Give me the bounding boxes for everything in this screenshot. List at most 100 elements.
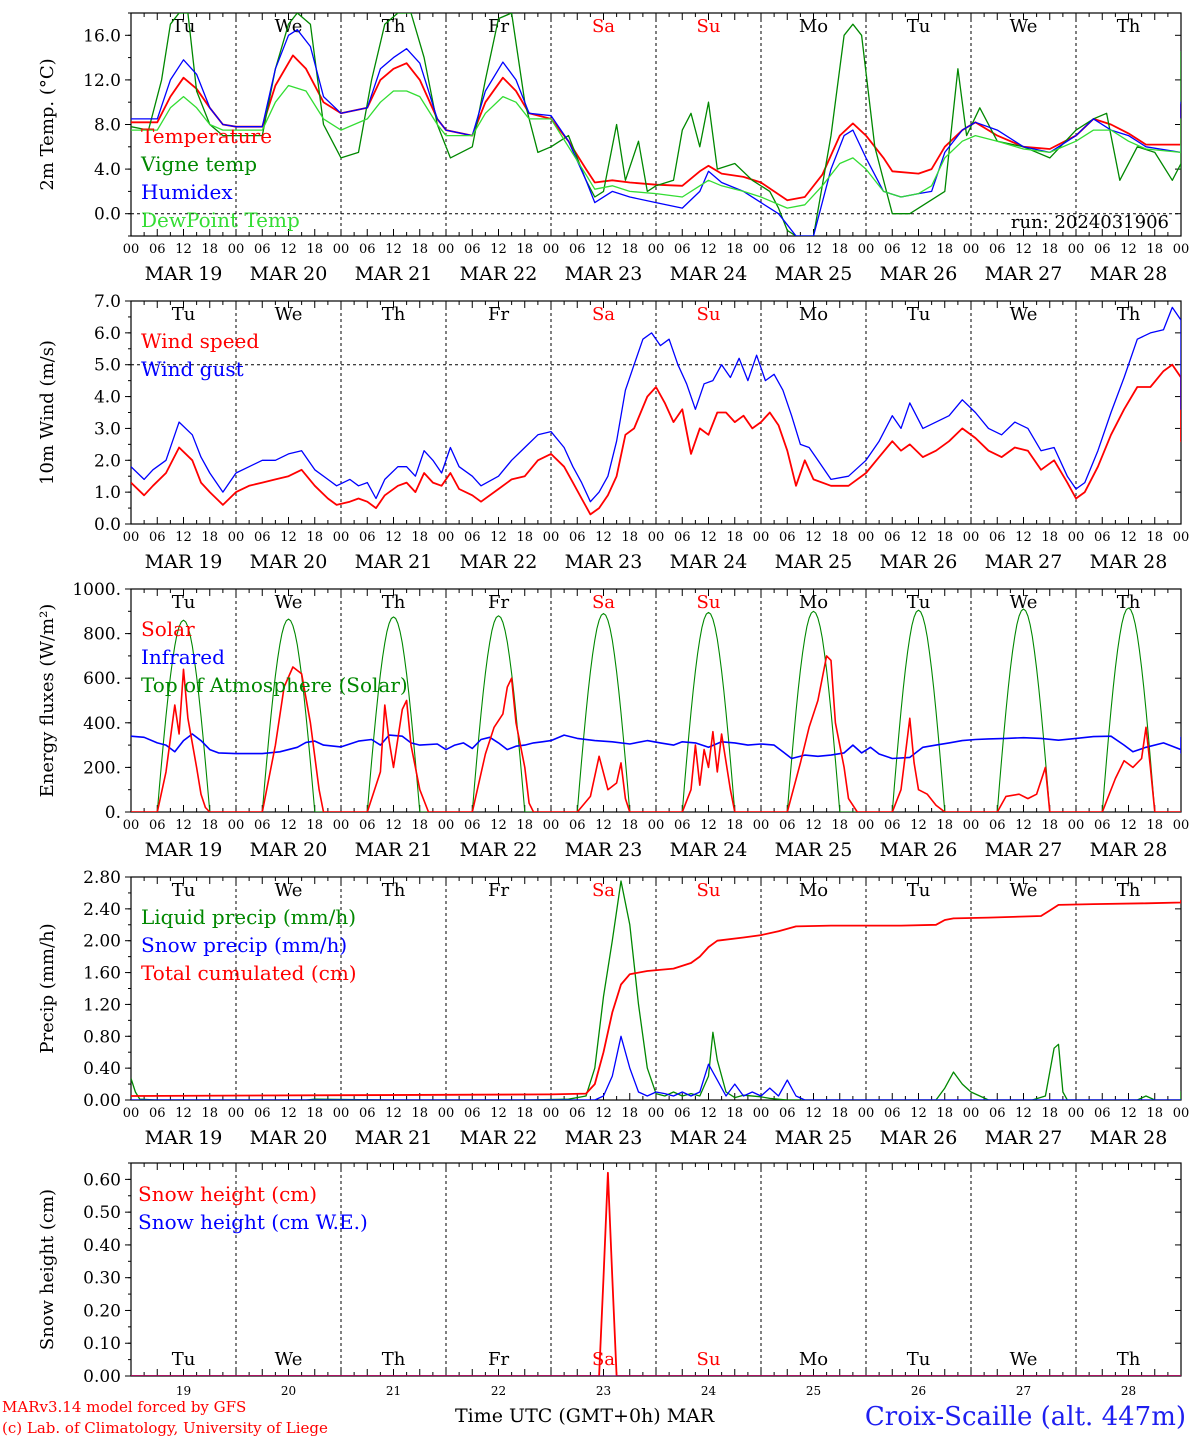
hour-tick-label: 12	[490, 242, 507, 257]
hour-tick-label: 18	[306, 242, 323, 257]
legend-entry: Vigne temp	[140, 152, 257, 176]
hour-tick-label: 12	[700, 818, 717, 833]
legend-entry: Snow height (cm)	[138, 1182, 317, 1206]
date-label: MAR 27	[985, 263, 1063, 285]
hour-tick-label: 12	[910, 1106, 927, 1121]
hour-tick-label: 18	[201, 818, 218, 833]
date-label: MAR 28	[1090, 551, 1168, 573]
y-tick-label: 1.60	[83, 964, 121, 984]
hour-tick-label: 00	[438, 1106, 455, 1121]
date-label: MAR 24	[670, 839, 748, 861]
date-label: MAR 21	[355, 551, 433, 573]
hour-tick-label: 00	[753, 818, 770, 833]
hour-tick-label: 06	[569, 1106, 586, 1121]
hour-tick-label: 00	[1173, 530, 1190, 545]
series-snow-precip-mm-h	[131, 1035, 1181, 1100]
hour-tick-label: 00	[228, 242, 245, 257]
hour-tick-label: 12	[700, 242, 717, 257]
y-tick-label: 0.0	[94, 515, 121, 535]
day-name-label: Th	[1117, 304, 1141, 325]
hour-tick-label: 06	[359, 818, 376, 833]
y-axis-label: Snow height (cm)	[37, 1189, 58, 1350]
hour-tick-label: 00	[963, 818, 980, 833]
date-label: MAR 27	[985, 551, 1063, 573]
y-tick-label: 0.60	[83, 1170, 121, 1190]
y-tick-label: 6.0	[94, 324, 121, 344]
legend-entry: Solar	[141, 617, 195, 641]
day-number-label: 21	[386, 1384, 401, 1398]
day-number-label: 25	[806, 1384, 821, 1398]
hour-tick-label: 00	[438, 242, 455, 257]
date-label: MAR 22	[460, 839, 538, 861]
hour-tick-label: 06	[569, 818, 586, 833]
hour-tick-label: 18	[936, 530, 953, 545]
y-tick-label: 0.50	[83, 1203, 121, 1223]
legend-entry: Wind speed	[141, 329, 259, 353]
day-name-label: Mo	[799, 880, 828, 901]
hour-tick-label: 12	[385, 1106, 402, 1121]
hour-tick-label: 00	[858, 242, 875, 257]
hour-tick-label: 18	[411, 242, 428, 257]
date-label: MAR 20	[250, 263, 328, 285]
y-tick-label: 12.0	[83, 71, 121, 91]
hour-tick-label: 00	[333, 530, 350, 545]
hour-tick-label: 06	[1094, 1106, 1111, 1121]
run-annotation: run: 2024031906	[1011, 212, 1169, 233]
day-name-label: Tu	[907, 1349, 931, 1370]
hour-tick-label: 18	[726, 530, 743, 545]
hour-tick-label: 18	[726, 242, 743, 257]
day-number-label: 23	[596, 1384, 611, 1398]
hour-tick-label: 00	[753, 1106, 770, 1121]
day-name-label: Th	[1117, 592, 1141, 613]
date-label: MAR 25	[775, 263, 853, 285]
series-humidex	[131, 29, 1181, 236]
hour-tick-label: 12	[175, 242, 192, 257]
series-solar	[131, 655, 1181, 812]
hour-tick-label: 18	[936, 818, 953, 833]
hour-tick-label: 06	[1094, 242, 1111, 257]
hour-tick-label: 06	[989, 1106, 1006, 1121]
day-name-label: Mo	[799, 304, 828, 325]
day-name-label: Su	[697, 880, 721, 901]
legend-entry: Wind gust	[141, 357, 244, 381]
hour-tick-label: 12	[280, 242, 297, 257]
day-name-label: Su	[697, 16, 721, 37]
hour-tick-label: 18	[831, 242, 848, 257]
series-total-cumulated-cm	[131, 900, 1181, 1097]
hour-tick-label: 18	[516, 242, 533, 257]
day-name-label: Sa	[592, 16, 615, 37]
legend-entry: Total cumulated (cm)	[141, 961, 357, 985]
day-name-label: Mo	[799, 592, 828, 613]
hour-tick-label: 18	[1146, 818, 1163, 833]
hour-tick-label: 12	[1015, 1106, 1032, 1121]
x-axis-label: Time UTC (GMT+0h) MAR	[455, 1405, 715, 1427]
date-label: MAR 25	[775, 1127, 853, 1149]
hour-tick-label: 18	[831, 818, 848, 833]
y-tick-label: 0.20	[83, 1301, 121, 1321]
hour-tick-label: 18	[1146, 1106, 1163, 1121]
day-name-label: Tu	[172, 304, 196, 325]
data-layer	[131, 880, 1181, 1100]
hour-tick-label: 06	[149, 818, 166, 833]
model-credit: MARv3.14 model forced by GFS	[2, 1398, 247, 1416]
hour-tick-label: 06	[149, 530, 166, 545]
hour-tick-label: 06	[464, 530, 481, 545]
date-label: MAR 26	[880, 1127, 958, 1149]
y-tick-label: 0.00	[83, 1367, 121, 1387]
day-name-label: Fr	[488, 592, 509, 613]
hour-tick-label: 18	[516, 530, 533, 545]
series-wind-gust	[131, 306, 1181, 503]
hour-tick-label: 00	[333, 1106, 350, 1121]
legend-entry: Infrared	[141, 645, 225, 669]
day-name-label: Fr	[488, 304, 509, 325]
hour-tick-label: 18	[1041, 242, 1058, 257]
hour-tick-label: 12	[595, 818, 612, 833]
y-tick-label: 3.0	[94, 419, 121, 439]
hour-tick-label: 06	[989, 818, 1006, 833]
date-label: MAR 21	[355, 263, 433, 285]
y-tick-label: 600.	[83, 669, 121, 689]
hour-tick-label: 06	[989, 530, 1006, 545]
y-tick-label: 16.0	[83, 26, 121, 46]
date-label: MAR 23	[565, 263, 643, 285]
hour-tick-label: 06	[569, 242, 586, 257]
